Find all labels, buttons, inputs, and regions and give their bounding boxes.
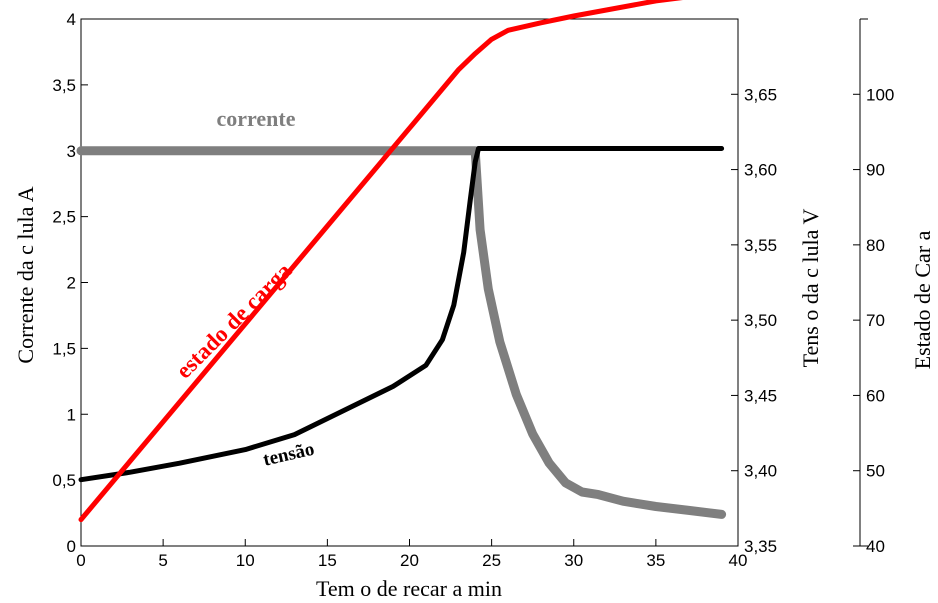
y-right-tick-label-4: 3,55 <box>744 236 777 255</box>
y-left-tick-label-1: 0,5 <box>52 471 76 490</box>
y-axis-right-title: Tens o da c lula V <box>798 209 823 368</box>
x-tick-label-4: 20 <box>400 551 419 570</box>
series-line-estado-de-carga <box>78 0 683 523</box>
x-tick-label-2: 10 <box>236 551 255 570</box>
y-left-tick-label-0: 0 <box>67 537 76 556</box>
y-right2-tick-label-1: 50 <box>866 462 885 481</box>
x-tick-label-0: 0 <box>76 551 85 570</box>
x-tick-label-5: 25 <box>482 551 501 570</box>
y-left-tick-label-6: 3 <box>67 142 76 161</box>
series-layer <box>76 0 727 523</box>
annotation-corrente: corrente <box>217 106 296 131</box>
series-line-corrente <box>76 146 727 519</box>
x-tick-label-3: 15 <box>318 551 337 570</box>
y-right2-tick-label-5: 90 <box>866 161 885 180</box>
annotation-estado-de-carga: estado de carga <box>171 258 297 384</box>
y-right-tick-label-3: 3,50 <box>744 311 777 330</box>
y-left-tick-label-2: 1 <box>67 405 76 424</box>
y-right2-tick-label-3: 70 <box>866 311 885 330</box>
axis-ticks <box>80 18 860 547</box>
y-left-tick-label-7: 3,5 <box>52 76 76 95</box>
y-left-tick-label-8: 4 <box>67 10 76 29</box>
y-right-tick-label-2: 3,45 <box>744 386 777 405</box>
tick-labels: 0 5 10 15 20 25 30 35 40 0 0,5 1 1,5 2 2,5 3 3,5 4 3,35 3,4… <box>52 10 894 570</box>
y-axis-right2-title: Estado de Car a <box>910 230 935 369</box>
y-right-tick-label-5: 3,60 <box>744 161 777 180</box>
x-tick-label-7: 35 <box>646 551 665 570</box>
y-left-tick-label-3: 1,5 <box>52 339 76 358</box>
series-line-tensão <box>78 146 725 483</box>
y-right2-tick-label-6: 100 <box>866 85 894 104</box>
y-right-tick-label-6: 3,65 <box>744 85 777 104</box>
y-left-tick-label-4: 2 <box>67 274 76 293</box>
plot-border <box>80 18 739 547</box>
y-right-tick-label-1: 3,40 <box>744 462 777 481</box>
x-axis-title: Tem o de recar a min <box>316 576 502 601</box>
y-right2-tick-label-0: 40 <box>866 537 885 556</box>
x-tick-label-1: 5 <box>158 551 167 570</box>
y-right2-tick-label-2: 60 <box>866 386 885 405</box>
y-right2-tick-label-4: 80 <box>866 236 885 255</box>
x-tick-label-8: 40 <box>729 551 748 570</box>
y-left-tick-label-5: 2,5 <box>52 208 76 227</box>
y-axis-left-title: Corrente da c lula A <box>13 186 38 363</box>
x-tick-label-6: 30 <box>564 551 583 570</box>
y-right-tick-label-0: 3,35 <box>744 537 777 556</box>
